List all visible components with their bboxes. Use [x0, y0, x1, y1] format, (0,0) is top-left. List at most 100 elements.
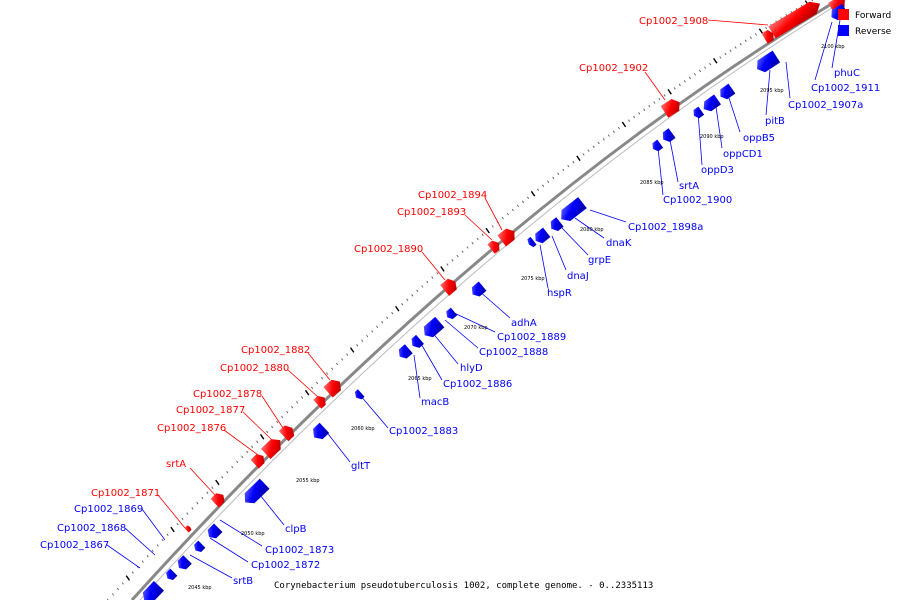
gene-cp1002-1871[interactable]: [184, 525, 192, 533]
gene-cp1002-1894[interactable]: [497, 226, 518, 247]
gene-cp1002-1882[interactable]: [323, 376, 344, 398]
gene-cp1002-1889[interactable]: [444, 307, 458, 321]
label-cp1002-1894[interactable]: Cp1002_1894: [418, 190, 487, 201]
gene-cp1002-1878[interactable]: [278, 423, 297, 442]
gene-dnaj[interactable]: [532, 227, 551, 246]
gc-mark: [371, 330, 374, 333]
label-srta-forward[interactable]: srtA: [166, 459, 186, 470]
gc-mark: [421, 285, 424, 288]
gene-cp1002-1883[interactable]: [353, 389, 365, 401]
label-adha[interactable]: adhA: [511, 318, 537, 329]
label-cp1002-1876[interactable]: Cp1002_1876: [157, 423, 226, 434]
label-cp1002-1898a[interactable]: Cp1002_1898a: [628, 222, 703, 233]
label-srtb[interactable]: srtB: [233, 576, 253, 587]
label-hspr[interactable]: hspR: [547, 288, 572, 299]
gene-cp1002-1907[interactable]: [761, 28, 777, 44]
label-oppcd1[interactable]: oppCD1: [723, 149, 763, 160]
label-cp1002-1877[interactable]: Cp1002_1877: [176, 405, 245, 416]
gc-mark: [451, 259, 454, 262]
label-cp1002-1886[interactable]: Cp1002_1886: [443, 379, 512, 390]
gene-pitb[interactable]: [753, 50, 781, 75]
label-cp1002-1869[interactable]: Cp1002_1869: [74, 504, 143, 515]
gc-mark: [734, 46, 737, 49]
gene-cp1002-1867[interactable]: [139, 580, 164, 600]
gene-cp1002-1877[interactable]: [260, 435, 285, 459]
gc-mark: [125, 575, 131, 581]
gene-dnak[interactable]: [557, 197, 587, 225]
gene-cp1002-1869[interactable]: [164, 568, 178, 582]
label-cp1002-1911[interactable]: Cp1002_1911: [811, 83, 880, 94]
gene-cp1002-1900[interactable]: [650, 139, 664, 153]
label-cp1002-1867[interactable]: Cp1002_1867: [40, 540, 109, 551]
gene-hlyd[interactable]: [409, 334, 424, 351]
label-cp1002-1878[interactable]: Cp1002_1878: [193, 389, 262, 400]
gc-mark: [724, 52, 727, 56]
label-cp1002-1880[interactable]: Cp1002_1880: [220, 363, 289, 374]
gc-mark: [191, 507, 194, 510]
label-srta-reverse[interactable]: srtA: [679, 181, 699, 192]
gc-mark: [310, 386, 314, 390]
label-cp1002-1871[interactable]: Cp1002_1871: [91, 488, 160, 499]
label-clpb[interactable]: clpB: [285, 524, 307, 535]
label-macb[interactable]: macB: [421, 397, 449, 408]
legend-reverse-label: Reverse: [855, 27, 892, 37]
label-cp1002-1890[interactable]: Cp1002_1890: [354, 244, 423, 255]
gc-mark: [638, 112, 641, 115]
gene-clpb[interactable]: [240, 478, 270, 508]
gene-cp1002-1902[interactable]: [660, 96, 684, 118]
gc-mark: [627, 119, 631, 122]
gene-cp1002-1880[interactable]: [313, 393, 328, 409]
label-grpe[interactable]: grpE: [588, 255, 611, 266]
label-cp1002-1900[interactable]: Cp1002_1900: [663, 195, 732, 206]
label-oppb5[interactable]: oppB5: [743, 133, 775, 144]
gene-oppd3[interactable]: [691, 106, 705, 120]
gc-mark: [349, 347, 355, 353]
gene-cp1002-1876[interactable]: [250, 452, 268, 469]
label-cp1002-1868[interactable]: Cp1002_1868: [57, 523, 126, 534]
label-cp1002-1902[interactable]: Cp1002_1902: [579, 63, 648, 74]
gc-mark: [572, 160, 575, 164]
label-cp1002-1888[interactable]: Cp1002_1888: [479, 347, 548, 358]
label-pitb[interactable]: pitB: [765, 116, 785, 127]
gene-cp1002-1872[interactable]: [192, 540, 206, 554]
gene-cp1002-1893[interactable]: [487, 238, 502, 254]
label-cp1002-1873[interactable]: Cp1002_1873: [265, 545, 334, 556]
label-gltt[interactable]: gltT: [351, 461, 371, 472]
label-cp1002-1882[interactable]: Cp1002_1882: [241, 345, 310, 356]
gene-oppcd1[interactable]: [700, 94, 721, 114]
label-cp1002-1889[interactable]: Cp1002_1889: [497, 332, 566, 343]
gc-mark: [141, 560, 144, 563]
label-phuc[interactable]: phuC: [834, 68, 860, 79]
gc-mark: [765, 26, 768, 30]
gc-mark: [704, 66, 707, 69]
label-cp1002-1872[interactable]: Cp1002_1872: [251, 560, 320, 571]
label-oppd3[interactable]: oppD3: [701, 165, 734, 176]
label-cp1002-1908[interactable]: Cp1002_1908: [639, 16, 708, 27]
label-dnak[interactable]: dnaK: [606, 238, 632, 249]
genome-backbone-inner: [139, 0, 846, 600]
gc-mark: [391, 312, 394, 315]
gene-srta-forward[interactable]: [210, 491, 228, 508]
gene-srtb[interactable]: [175, 555, 192, 572]
gene-cp1002-1873[interactable]: [205, 523, 223, 542]
gene-srta-reverse[interactable]: [660, 128, 676, 144]
label-dnaj[interactable]: dnaJ: [567, 271, 589, 282]
gene-macb[interactable]: [396, 344, 413, 361]
gene-cp1002-1890[interactable]: [440, 276, 460, 296]
gc-mark: [395, 305, 400, 312]
gene-oppb5[interactable]: [717, 83, 736, 102]
gene-adha[interactable]: [469, 281, 487, 300]
gene-hspr[interactable]: [526, 236, 537, 249]
gc-mark: [602, 138, 605, 141]
label-cp1002-1883[interactable]: Cp1002_1883: [389, 426, 458, 437]
gc-mark: [436, 272, 439, 275]
gene-gltt[interactable]: [309, 422, 330, 443]
gene-cp1002-1888[interactable]: [420, 316, 445, 341]
label-cp1002-1907a[interactable]: Cp1002_1907a: [788, 100, 863, 111]
gene-cp1002-1908[interactable]: [768, 0, 823, 39]
gene-grpe[interactable]: [548, 217, 564, 233]
label-cp1002-1893[interactable]: Cp1002_1893: [397, 207, 466, 218]
label-hlyd[interactable]: hlyD: [460, 363, 483, 374]
gc-mark: [161, 538, 164, 542]
gc-mark: [658, 97, 661, 101]
